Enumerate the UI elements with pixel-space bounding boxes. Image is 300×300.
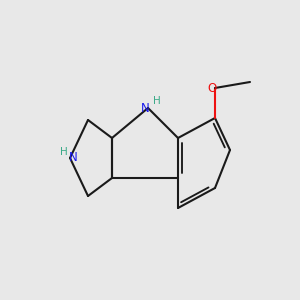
Text: O: O: [207, 82, 217, 94]
Text: H: H: [59, 147, 67, 157]
Text: H: H: [152, 96, 160, 106]
Text: N: N: [141, 101, 150, 115]
Text: N: N: [69, 152, 77, 164]
